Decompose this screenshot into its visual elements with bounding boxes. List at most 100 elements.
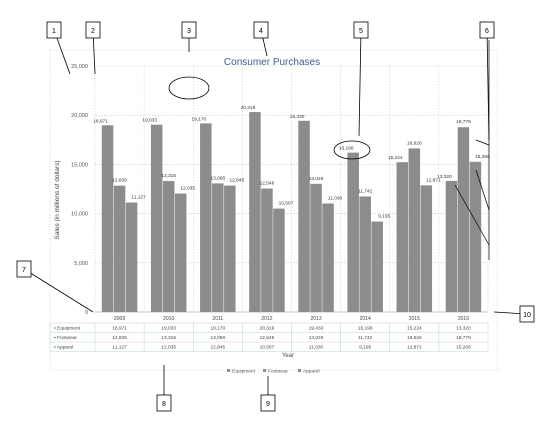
bar-apparel (371, 221, 383, 312)
callout-number: 2 (91, 28, 95, 35)
table-cell: 16,626 (407, 335, 422, 341)
data-label: 13,320 (437, 174, 452, 180)
data-label: 12,839 (112, 178, 127, 184)
data-label: 15,268 (475, 154, 490, 160)
y-tick-label: 5,000 (74, 261, 88, 267)
x-tick-label: 2016 (458, 316, 469, 322)
table-cell: 11,742 (358, 335, 373, 341)
data-label: 19,170 (191, 116, 206, 122)
table-cell: 11,030 (309, 345, 324, 351)
data-label: 9,195 (378, 214, 390, 220)
table-row-label: ▪ Equipment (54, 326, 81, 332)
bar-footwear (359, 196, 371, 312)
bar-apparel (469, 161, 482, 312)
bar-apparel (322, 203, 334, 312)
x-tick-label: 2014 (360, 316, 371, 322)
data-label: 11,742 (358, 188, 373, 194)
callout-number: 8 (162, 401, 166, 408)
table-cell: 9,195 (359, 345, 371, 351)
table-cell: 13,026 (309, 335, 324, 341)
y-tick-label: 20,000 (71, 113, 88, 119)
table-cell: 12,546 (260, 335, 275, 341)
highlight-ellipse (333, 140, 371, 160)
bar-equipment (347, 152, 359, 312)
callout-box (46, 21, 62, 39)
data-label: 12,845 (229, 178, 244, 184)
data-label: 12,546 (260, 181, 275, 187)
bar-equipment (150, 124, 163, 313)
data-label: 13,026 (309, 176, 324, 182)
data-label: 13,068 (210, 175, 225, 181)
callout-box (85, 21, 101, 39)
x-tick-label: 2013 (311, 316, 322, 322)
callout-arrow (23, 268, 94, 313)
legend-label: Equipment (232, 369, 256, 375)
legend-swatch (263, 369, 266, 372)
bar-footwear (113, 185, 126, 312)
callout-number: 10 (523, 312, 531, 319)
callouts: 1 2 3 4 5 6 7 8 9 10 (16, 21, 535, 412)
table-cell: 18,779 (456, 335, 471, 341)
data-label: 12,871 (426, 177, 441, 183)
table-cell: 15,224 (407, 326, 422, 332)
table-cell: 18,971 (112, 326, 127, 332)
bar-footwear (408, 148, 421, 312)
table-cell: 12,035 (161, 345, 176, 351)
table-cell: 19,033 (161, 326, 176, 332)
data-label: 18,971 (93, 118, 108, 124)
data-label: 11,127 (131, 195, 146, 201)
callout-number: 1 (52, 28, 56, 35)
x-tick-label: 2015 (409, 316, 420, 322)
bar-apparel (420, 185, 433, 312)
x-axis-title: Year (282, 353, 294, 359)
bar-footwear (261, 188, 273, 312)
callout-arrow (358, 29, 362, 137)
chart-title: Consumer Purchases (224, 57, 320, 68)
data-labels: 18,971 12,839 11,127 19,033 13,316 12,035 19,1… (93, 105, 490, 219)
callout-number: 9 (266, 401, 270, 408)
data-label: 11,030 (328, 195, 343, 201)
table-cell: 10,507 (260, 345, 275, 351)
bar-footwear (162, 180, 175, 312)
highlight-ellipse (168, 76, 210, 100)
legend-swatch (227, 369, 230, 372)
data-label: 13,316 (161, 173, 176, 179)
y-tick-label: 10,000 (71, 212, 88, 218)
data-label: 10,507 (279, 201, 294, 207)
x-tick-label: 2012 (261, 316, 272, 322)
bar-apparel (125, 202, 138, 312)
bar-equipment (298, 120, 310, 312)
bars (101, 112, 482, 313)
data-label: 16,626 (407, 140, 422, 146)
x-tick-label: 2009 (114, 316, 125, 322)
table-cell: 11,127 (112, 345, 127, 351)
legend-label: Footwear (268, 369, 288, 375)
bar-footwear (212, 183, 224, 312)
data-label: 19,430 (290, 114, 305, 120)
callout-number: 7 (22, 267, 26, 274)
callout-box (156, 394, 172, 412)
data-label: 16,196 (339, 146, 354, 152)
table-cell: 12,845 (210, 345, 225, 351)
x-tick-label: 2010 (163, 316, 174, 322)
bar-footwear (310, 183, 322, 312)
callout-pointer (475, 169, 490, 211)
bar-equipment (249, 112, 261, 313)
table-cell: 13,320 (456, 326, 471, 332)
table-cell: 19,170 (210, 326, 225, 332)
callout-number: 4 (259, 28, 263, 35)
table-cell: 13,316 (161, 335, 176, 341)
table-row-label: ▪ Footwear (54, 335, 77, 341)
data-label: 15,224 (388, 155, 403, 161)
table-cell: 19,430 (309, 326, 324, 332)
y-tick-label: 15,000 (71, 162, 88, 168)
bar-equipment (445, 180, 458, 312)
y-tick-label: 0 (85, 310, 88, 316)
bar-equipment (101, 125, 114, 312)
callout-box (260, 394, 276, 412)
bar-apparel (224, 185, 236, 312)
callout-box (16, 260, 32, 278)
data-label: 20,319 (241, 105, 256, 111)
